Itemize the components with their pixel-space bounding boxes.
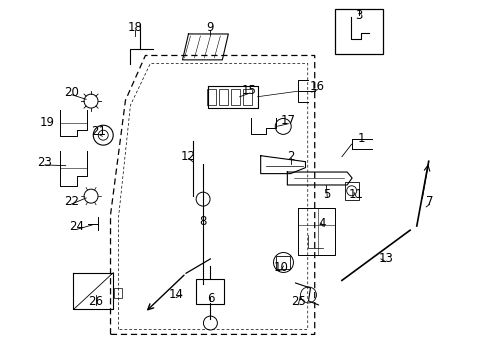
Bar bbox=[243, 89, 252, 105]
Bar bbox=[114, 288, 122, 298]
Text: 6: 6 bbox=[206, 292, 214, 305]
Bar bbox=[231, 89, 240, 105]
Bar bbox=[219, 89, 228, 105]
Text: 8: 8 bbox=[199, 215, 206, 228]
Text: 19: 19 bbox=[40, 116, 55, 129]
Text: 4: 4 bbox=[318, 216, 325, 230]
Text: 14: 14 bbox=[168, 288, 183, 301]
Text: 16: 16 bbox=[309, 80, 325, 93]
Text: 2: 2 bbox=[286, 150, 294, 163]
Text: 18: 18 bbox=[127, 21, 142, 34]
Text: 25: 25 bbox=[290, 296, 305, 309]
Text: 24: 24 bbox=[69, 220, 84, 233]
Text: 7: 7 bbox=[425, 195, 432, 208]
Text: 17: 17 bbox=[280, 114, 295, 127]
Text: 26: 26 bbox=[88, 296, 103, 309]
Text: 13: 13 bbox=[378, 252, 392, 265]
Text: 23: 23 bbox=[37, 156, 52, 168]
Text: 5: 5 bbox=[323, 188, 330, 201]
Text: 21: 21 bbox=[91, 125, 105, 138]
Text: 12: 12 bbox=[181, 150, 196, 163]
Text: 1: 1 bbox=[357, 132, 365, 145]
Text: 15: 15 bbox=[242, 84, 256, 97]
Text: 20: 20 bbox=[64, 86, 79, 99]
Bar bbox=[334, 9, 382, 54]
Text: 11: 11 bbox=[348, 188, 363, 201]
Bar bbox=[196, 279, 224, 303]
Bar bbox=[276, 256, 290, 269]
Bar bbox=[344, 182, 358, 200]
Text: 9: 9 bbox=[206, 21, 214, 34]
Text: 22: 22 bbox=[64, 195, 79, 208]
Text: 10: 10 bbox=[273, 261, 288, 274]
Bar bbox=[207, 89, 216, 105]
Text: 3: 3 bbox=[355, 9, 362, 22]
